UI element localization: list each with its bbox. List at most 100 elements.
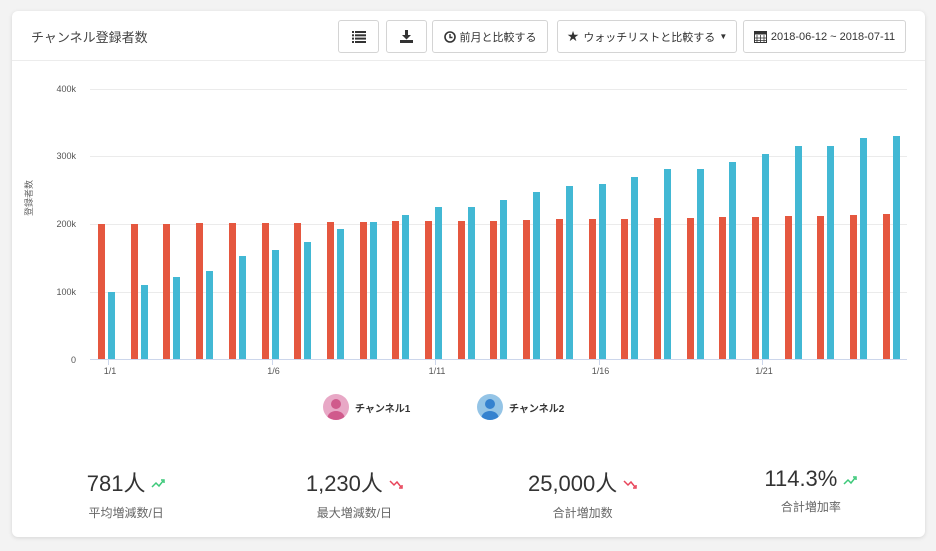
card-header: チャンネル登録者数 前月と比較する ★ ウォッチリストと比較する ▼ 2018-… <box>12 11 925 61</box>
x-tick-label: 1/6 <box>267 366 280 376</box>
grid-line <box>90 89 907 90</box>
stat-increase-rate: 114.3% 合計増加率 <box>697 466 925 521</box>
stat-value: 25,000人 <box>527 471 618 496</box>
x-tick-mark <box>435 359 436 365</box>
y-tick: 0 <box>70 355 76 365</box>
stat-label: 合計増加率 <box>780 500 841 514</box>
bar-channel1[interactable] <box>784 215 792 359</box>
bar-channel1[interactable] <box>523 219 531 359</box>
bar-channel2[interactable] <box>500 199 508 359</box>
y-tick: 300k <box>56 151 76 161</box>
stat-label: 合計増加数 <box>552 506 613 520</box>
bar-channel1[interactable] <box>163 224 171 359</box>
x-tick-mark <box>271 359 273 365</box>
x-axis <box>90 359 907 360</box>
trend-up-icon <box>151 469 166 495</box>
bar-channel2[interactable] <box>696 168 704 359</box>
list-icon <box>351 30 366 43</box>
bar-channel2[interactable] <box>860 138 868 359</box>
caret-down-icon: ▼ <box>719 32 728 41</box>
bar-channel1[interactable] <box>588 219 596 359</box>
bar-channel2[interactable] <box>729 161 737 359</box>
bar-channel2[interactable] <box>565 185 573 359</box>
bar-channel2[interactable] <box>304 242 312 359</box>
download-button[interactable] <box>386 20 427 53</box>
bar-channel2[interactable] <box>663 169 671 359</box>
bar-channel1[interactable] <box>326 221 334 359</box>
legend-label: チャンネル2 <box>509 403 565 415</box>
bar-channel1[interactable] <box>425 220 432 359</box>
legend-label: チャンネル1 <box>355 403 411 415</box>
subscriber-card: チャンネル登録者数 前月と比較する ★ ウォッチリストと比較する ▼ 2018-… <box>12 11 925 537</box>
grid-line <box>90 156 907 157</box>
bar-channel2[interactable] <box>271 249 279 359</box>
list-view-button[interactable] <box>338 20 379 53</box>
bar-channel1[interactable] <box>98 224 105 359</box>
bar-channel1[interactable] <box>130 224 138 359</box>
bar-channel1[interactable] <box>752 216 759 359</box>
avatar <box>323 394 349 420</box>
bar-channel2[interactable] <box>892 135 900 359</box>
bar-channel2[interactable] <box>206 270 214 359</box>
trend-down-icon <box>389 469 403 495</box>
bar-channel2[interactable] <box>598 184 606 359</box>
bar-channel1[interactable] <box>457 220 465 359</box>
stat-avg-change: 781人 平均増減数/日 <box>12 466 240 521</box>
stat-value: 781人 <box>86 471 146 496</box>
bar-channel1[interactable] <box>228 223 236 359</box>
bar-channel1[interactable] <box>882 213 890 359</box>
compare-watchlist-dropdown[interactable]: ★ ウォッチリストと比較する ▼ <box>557 20 737 53</box>
date-range-picker[interactable]: 2018-06-12 ~ 2018-07-11 <box>743 20 906 53</box>
bar-channel2[interactable] <box>435 207 442 359</box>
user-icon <box>327 399 345 420</box>
bar-channel1[interactable] <box>653 217 661 359</box>
bar-channel2[interactable] <box>173 277 181 359</box>
bar-channel2[interactable] <box>631 176 639 359</box>
bar-channel1[interactable] <box>294 222 302 359</box>
bar-channel1[interactable] <box>555 219 563 359</box>
stat-max-change: 1,230人 最大増減数/日 <box>240 466 468 521</box>
bar-channel1[interactable] <box>490 220 498 359</box>
bar-channel2[interactable] <box>467 207 475 359</box>
stat-label: 最大増減数/日 <box>316 506 393 520</box>
compare-watchlist-label: ウォッチリストと比較する <box>583 31 716 44</box>
legend-item-channel1[interactable]: チャンネル1 <box>323 394 410 420</box>
x-tick-label: 1/1 <box>103 366 117 376</box>
x-tick-mark <box>598 359 600 365</box>
bar-channel1[interactable] <box>686 217 694 359</box>
x-tick-label: 1/16 <box>591 366 610 376</box>
bar-channel2[interactable] <box>533 192 541 359</box>
clock-icon <box>443 30 456 43</box>
bar-channel1[interactable] <box>261 222 269 359</box>
y-tick: 400k <box>56 84 76 94</box>
y-tick: 200k <box>56 219 76 229</box>
download-icon <box>400 30 413 43</box>
compare-prev-month-button[interactable]: 前月と比較する <box>432 20 548 53</box>
stat-value: 114.3% <box>764 466 838 491</box>
bar-channel2[interactable] <box>762 153 769 359</box>
calendar-icon <box>753 31 767 43</box>
legend-item-channel2[interactable]: チャンネル2 <box>477 394 564 420</box>
bar-channel1[interactable] <box>359 221 367 359</box>
star-icon: ★ <box>566 28 580 44</box>
user-icon <box>481 399 499 420</box>
bar-channel2[interactable] <box>402 214 410 359</box>
stat-label: 平均増減数/日 <box>88 506 164 520</box>
bar-channel2[interactable] <box>827 145 835 359</box>
grid-line <box>90 292 907 293</box>
bar-channel1[interactable] <box>392 221 400 359</box>
bar-channel2[interactable] <box>108 291 115 359</box>
bar-channel2[interactable] <box>794 146 802 359</box>
bar-channel2[interactable] <box>369 221 377 359</box>
bar-channel1[interactable] <box>719 217 727 359</box>
compare-prev-month-label: 前月と比較する <box>459 31 537 44</box>
bar-channel1[interactable] <box>817 215 825 359</box>
x-tick-label: 1/11 <box>428 366 446 376</box>
bar-channel2[interactable] <box>336 228 344 359</box>
bar-channel1[interactable] <box>850 214 858 359</box>
x-tick-mark <box>108 359 109 365</box>
bar-channel1[interactable] <box>621 218 629 359</box>
bar-channel2[interactable] <box>238 256 246 359</box>
bar-channel1[interactable] <box>196 223 204 359</box>
bar-channel2[interactable] <box>140 284 148 359</box>
